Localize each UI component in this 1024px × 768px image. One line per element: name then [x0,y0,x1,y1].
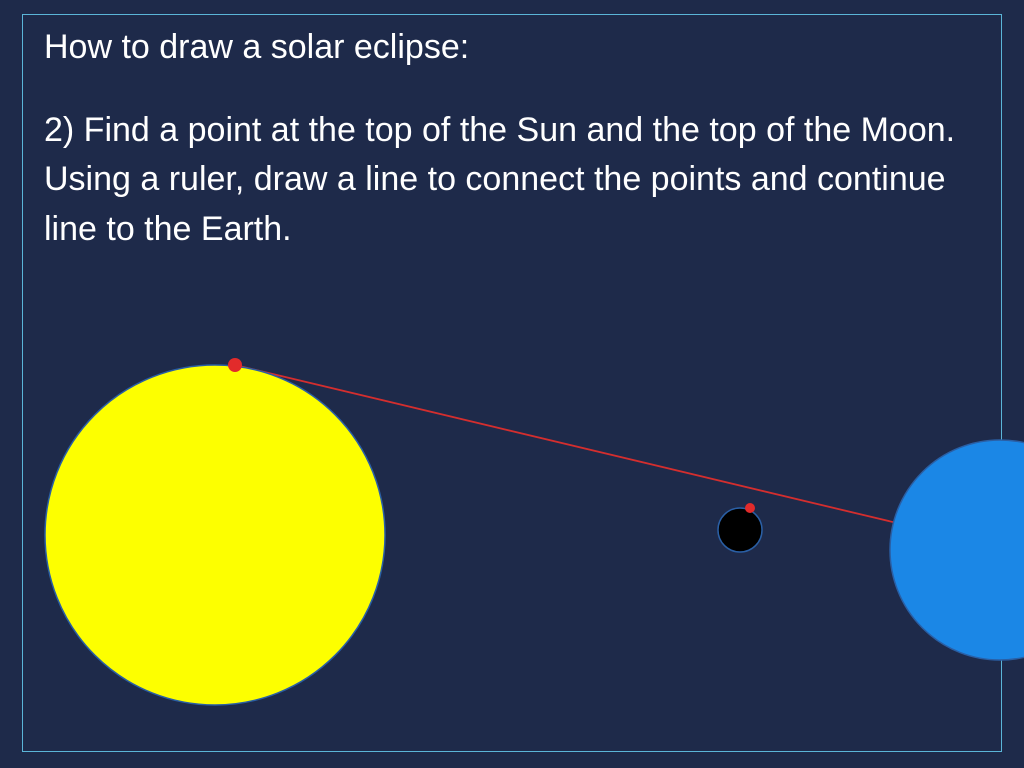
sun-top-point [228,358,242,372]
sun-circle [45,365,385,705]
moon-top-point [745,503,755,513]
moon-circle [718,508,762,552]
eclipse-diagram [0,0,1024,768]
earth-circle [890,440,1024,660]
